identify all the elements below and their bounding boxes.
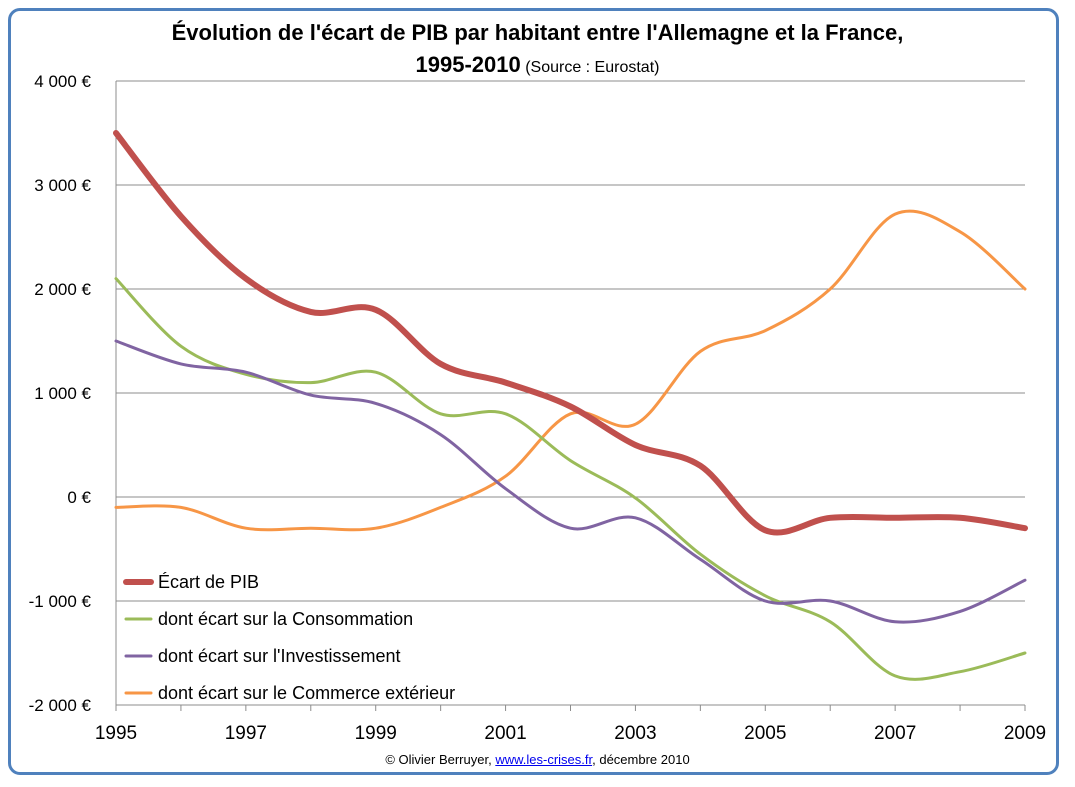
x-tick-label: 2001 [484, 723, 526, 744]
credit-line: © Olivier Berruyer, www.les-crises.fr, d… [0, 752, 1075, 767]
x-tick-label: 1999 [355, 723, 397, 744]
y-tick-label: 2 000 € [34, 280, 91, 299]
x-tick-label: 2009 [1004, 723, 1046, 744]
credit-prefix: © Olivier Berruyer, [385, 752, 496, 767]
chart-subtitle: 1995-2010 (Source : Eurostat) [0, 52, 1075, 78]
credit-link[interactable]: www.les-crises.fr [495, 752, 593, 767]
y-tick-label: 0 € [67, 488, 91, 507]
x-tick-label: 1997 [225, 723, 267, 744]
legend-label-3: dont écart sur le Commerce extérieur [158, 683, 455, 703]
legend-label-0: Écart de PIB [158, 572, 259, 592]
x-tick-label: 2005 [744, 723, 786, 744]
y-tick-label: -1 000 € [29, 592, 92, 611]
subtitle-years: 1995-2010 [415, 52, 521, 77]
credit-suffix: , décembre 2010 [592, 752, 690, 767]
subtitle-source: (Source : Eurostat) [525, 59, 660, 76]
x-tick-label: 2003 [614, 723, 656, 744]
series-line-0 [113, 130, 1028, 536]
series-line-2 [114, 339, 1027, 624]
y-tick-label: -2 000 € [29, 696, 92, 715]
series-line-3 [114, 209, 1027, 532]
x-tick-label: 1995 [95, 723, 137, 744]
legend-label-1: dont écart sur la Consommation [158, 609, 413, 629]
x-tick-label: 2007 [874, 723, 916, 744]
chart-title: Évolution de l'écart de PIB par habitant… [171, 20, 904, 45]
y-tick-label: 4 000 € [34, 72, 91, 91]
legend-label-2: dont écart sur l'Investissement [158, 646, 401, 666]
y-tick-label: 3 000 € [34, 176, 91, 195]
y-tick-label: 1 000 € [34, 384, 91, 403]
